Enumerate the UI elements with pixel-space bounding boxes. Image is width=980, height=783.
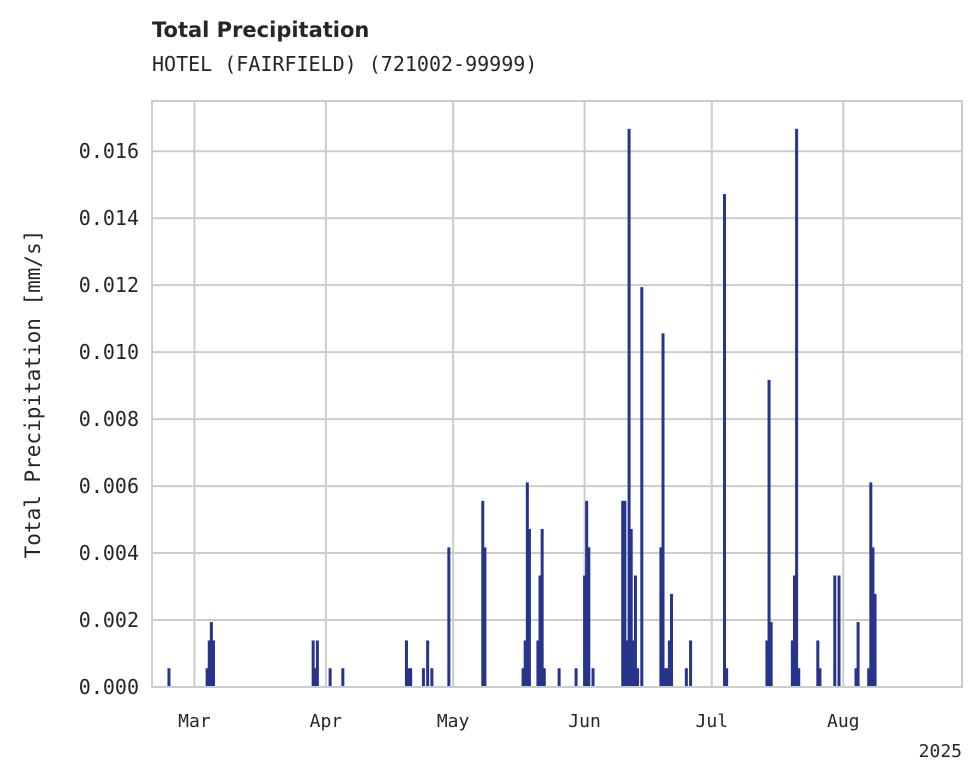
x-axis-ticks: Mar Apr May Jun Jul Aug — [178, 711, 859, 732]
precip-bar — [328, 668, 332, 687]
precip-bar — [869, 482, 873, 687]
precip-bar — [311, 640, 315, 687]
plot-frame — [151, 100, 963, 688]
precip-bar — [625, 640, 629, 687]
precip-bar — [873, 593, 877, 687]
precip-bar — [871, 547, 875, 687]
y-tick-label: 0.016 — [79, 139, 139, 163]
precip-bar — [631, 640, 635, 687]
precip-bar — [538, 575, 542, 687]
precip-bar — [833, 575, 837, 687]
y-tick-label: 0.008 — [79, 407, 139, 431]
chart-title: Total Precipitation — [152, 18, 370, 42]
y-tick-label: 0.000 — [79, 675, 139, 699]
precip-bar — [837, 575, 841, 687]
precip-bar — [689, 640, 693, 687]
precip-bar — [211, 640, 215, 687]
precip-bar — [207, 640, 211, 687]
precip-bar — [542, 668, 546, 687]
precip-bar — [725, 668, 729, 687]
precip-bar — [792, 575, 796, 687]
precip-bar — [769, 622, 773, 687]
precip-bar — [640, 287, 644, 687]
precip-bar — [341, 668, 345, 687]
precip-bar — [854, 668, 858, 687]
precip-bar — [621, 500, 625, 687]
precip-bar — [790, 640, 794, 687]
precip-bar — [591, 668, 595, 687]
precip-bar — [404, 640, 408, 687]
precip-bar — [421, 668, 425, 687]
x-tick-label: Jun — [568, 711, 601, 732]
precip-bar — [723, 194, 727, 688]
precip-bar — [313, 668, 317, 687]
precip-bar — [684, 668, 688, 687]
precip-bar — [633, 575, 637, 687]
precip-bar — [623, 500, 627, 687]
precip-bar — [587, 547, 591, 687]
precip-bar — [167, 668, 171, 687]
precip-bar — [663, 668, 667, 687]
y-tick-label: 0.010 — [79, 340, 139, 364]
precip-bar — [523, 640, 527, 687]
x-tick-label: May — [437, 711, 470, 732]
precip-bar — [574, 668, 578, 687]
precip-bar — [483, 547, 487, 687]
y-tick-label: 0.014 — [79, 206, 139, 230]
precip-bar — [797, 668, 801, 687]
y-tick-label: 0.004 — [79, 541, 139, 565]
bars — [167, 128, 877, 688]
precip-bar — [540, 528, 544, 687]
precip-bar — [409, 668, 413, 687]
precip-bar — [407, 668, 411, 687]
precip-bar — [527, 528, 531, 687]
precip-bar — [447, 547, 451, 687]
y-axis-label: Total Precipitation [mm/s] — [21, 230, 45, 559]
precip-bar — [665, 668, 669, 687]
precip-bar — [205, 668, 209, 687]
grid — [152, 101, 962, 688]
precip-bar — [426, 640, 430, 687]
precip-bar — [557, 668, 561, 687]
x-axis-year-label: 2025 — [919, 741, 962, 762]
precip-bar — [536, 640, 540, 687]
y-axis-ticks: 0.000 0.002 0.004 0.006 0.008 0.010 0.012 0.014… — [79, 139, 139, 699]
precip-bar — [856, 622, 860, 687]
precip-bar — [209, 622, 213, 687]
precip-bar — [667, 640, 671, 687]
precip-bar — [315, 640, 319, 687]
precip-bar — [627, 128, 631, 687]
precip-bar — [636, 668, 640, 687]
precip-bar — [583, 575, 587, 687]
precip-bar — [585, 500, 589, 687]
y-tick-label: 0.006 — [79, 474, 139, 498]
precip-bar — [481, 500, 485, 687]
y-tick-label: 0.012 — [79, 273, 139, 297]
x-tick-label: Jul — [696, 711, 729, 732]
precip-bar — [521, 668, 525, 687]
precip-bar — [867, 668, 871, 687]
x-tick-label: Aug — [827, 711, 860, 732]
y-tick-label: 0.002 — [79, 608, 139, 632]
precip-bar — [795, 128, 799, 687]
chart-subtitle: HOTEL (FAIRFIELD) (721002-99999) — [152, 52, 538, 76]
precip-bar — [430, 668, 434, 687]
precip-bar — [765, 640, 769, 687]
precip-bar — [659, 547, 663, 687]
x-tick-label: Mar — [178, 711, 211, 732]
precip-bar — [670, 593, 674, 687]
precip-bar — [629, 528, 633, 687]
precip-bar — [525, 482, 529, 687]
precip-bar — [818, 668, 822, 687]
precip-bar — [661, 333, 665, 687]
precip-bar — [816, 640, 820, 687]
x-tick-label: Apr — [310, 711, 343, 732]
precip-bar — [767, 379, 771, 687]
